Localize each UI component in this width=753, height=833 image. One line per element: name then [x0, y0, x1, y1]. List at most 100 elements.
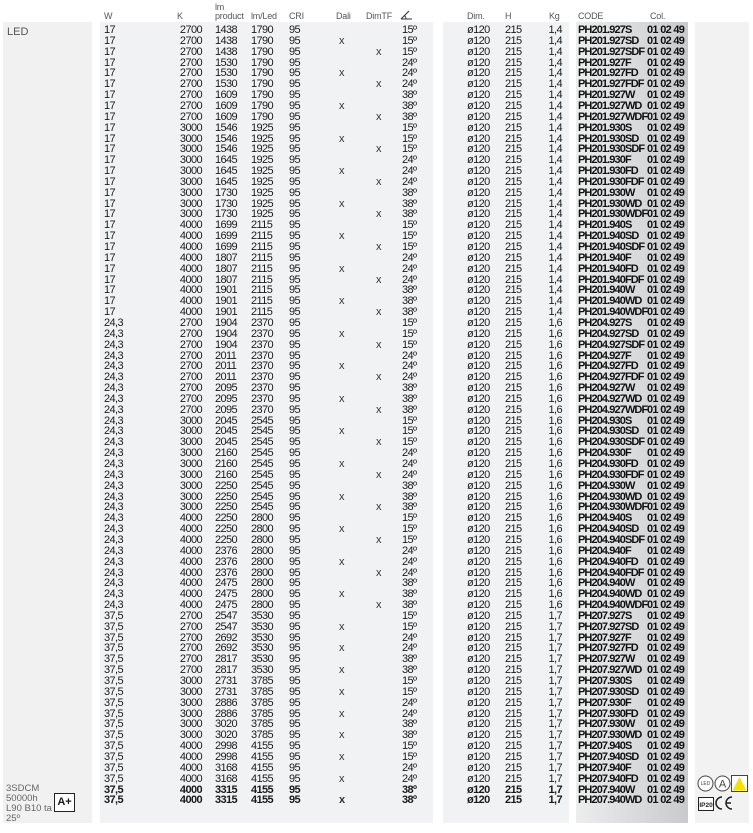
- cell-lumen-product: 1730: [215, 197, 238, 210]
- cell-code: PH207.927SD: [578, 620, 639, 633]
- cell-beam-angle: 24º: [402, 761, 417, 774]
- cell-diameter: ø120: [467, 555, 490, 568]
- cell-lumen-led: 3785: [251, 685, 274, 698]
- cell-cri: 95: [289, 24, 301, 36]
- cell-lumen-led: 2370: [251, 338, 274, 351]
- cell-code: PH207.940S: [578, 740, 632, 753]
- cell-beam-angle: 15º: [402, 685, 417, 698]
- cell-lumen-product: 1807: [215, 273, 238, 286]
- cell-diameter: ø120: [467, 436, 490, 449]
- cell-lumen-product: 1807: [215, 251, 238, 264]
- cell-lumen-led: 2545: [251, 414, 274, 427]
- cell-colors: 01 02 49: [647, 653, 685, 666]
- table-row: 24,3 2700 1904 2370 95 15º ø120 215 1,6 PH204.927…: [0, 316, 753, 329]
- cell-beam-angle: 24º: [402, 447, 417, 460]
- cell-height: 215: [505, 631, 522, 644]
- cell-color-temp: 4000: [179, 555, 203, 568]
- cell-weight: 1,4: [548, 78, 563, 91]
- cell-power: 37,5: [104, 794, 124, 807]
- cell-lumen-led: 1925: [251, 197, 274, 210]
- cell-color-temp: 2700: [179, 45, 203, 58]
- cell-height: 215: [505, 34, 522, 47]
- cell-lumen-led: 3785: [251, 718, 274, 731]
- cell-colors: 01 02 49: [647, 382, 685, 395]
- cell-lumen-product: 2998: [215, 740, 238, 753]
- header-dali: Dali: [336, 11, 351, 21]
- cell-diameter: ø120: [467, 425, 490, 438]
- cell-lumen-product: 2731: [215, 675, 238, 687]
- cell-lumen-led: 2370: [251, 349, 274, 362]
- cell-power: 37,5: [104, 685, 124, 698]
- cell-weight: 1,6: [548, 599, 563, 612]
- cell-cri: 95: [289, 89, 301, 102]
- cell-power: 17: [104, 241, 116, 253]
- cell-diameter: ø120: [467, 197, 490, 210]
- cell-weight: 1,6: [548, 371, 563, 384]
- cell-cri: 95: [289, 110, 301, 123]
- cell-code: PH204.930S: [578, 414, 632, 427]
- cell-color-temp: 4000: [179, 230, 203, 243]
- cell-code: PH204.930W: [578, 479, 635, 492]
- cell-beam-angle: 15º: [402, 327, 417, 340]
- cell-weight: 1,6: [548, 512, 563, 525]
- cell-code: PH204.940SD: [578, 523, 639, 536]
- cell-cri: 95: [289, 175, 301, 188]
- cell-weight: 1,4: [548, 284, 563, 297]
- cell-beam-angle: 24º: [402, 56, 417, 69]
- table-row: 37,5 2700 2547 3530 95 15º ø120 215 1,7 PH207.927…: [0, 609, 753, 622]
- cell-beam-angle: 15º: [402, 425, 417, 438]
- cell-diameter: ø120: [467, 403, 490, 416]
- cell-beam-angle: 24º: [402, 468, 417, 481]
- table-row: 17 4000 1699 2115 95 15º ø120 215 1,4 PH201.940S 0…: [0, 220, 753, 231]
- cell-height: 215: [505, 685, 522, 698]
- cell-diameter: ø120: [467, 110, 490, 123]
- cell-cri: 95: [289, 740, 301, 753]
- cell-color-temp: 2700: [179, 349, 203, 362]
- cell-lumen-product: 2475: [215, 599, 238, 612]
- header-lm-product: product: [215, 11, 244, 21]
- cell-lumen-product: 2376: [215, 544, 238, 557]
- cell-lumen-led: 2800: [251, 566, 274, 579]
- cell-beam-angle: 15º: [402, 230, 417, 243]
- cell-dali: x: [339, 555, 344, 568]
- spec-l90: L90 B10 ta: [6, 803, 52, 814]
- cell-colors: 01 02 49: [647, 609, 685, 622]
- cell-color-temp: 3000: [179, 414, 203, 427]
- cell-cri: 95: [289, 208, 301, 221]
- cell-lumen-led: 2800: [251, 523, 274, 536]
- cell-diameter: ø120: [467, 468, 490, 481]
- cell-code: PH207.927F: [578, 631, 632, 644]
- cell-weight: 1,6: [548, 382, 563, 395]
- cell-colors: 01 02 49: [647, 251, 685, 264]
- spec-lifetime: 50000h: [6, 793, 38, 804]
- cell-beam-angle: 24º: [402, 154, 417, 167]
- cell-lumen-led: 3530: [251, 609, 274, 622]
- cell-power: 24,3: [104, 392, 124, 405]
- cell-diameter: ø120: [467, 740, 490, 753]
- cell-power: 24,3: [104, 425, 124, 438]
- cell-code: PH201.927WD: [578, 99, 642, 112]
- cell-cri: 95: [289, 230, 301, 243]
- table-row: 24,3 3000 2160 2545 95 24º ø120 215 1,6 PH204.930…: [0, 448, 753, 459]
- cell-height: 215: [505, 783, 522, 796]
- cell-height: 215: [505, 316, 522, 329]
- cell-dimtf: x: [376, 533, 381, 546]
- cell-color-temp: 2700: [179, 653, 203, 666]
- cell-beam-angle: 15º: [402, 132, 417, 145]
- cell-weight: 1,4: [548, 165, 563, 178]
- cell-height: 215: [505, 566, 522, 579]
- cell-cri: 95: [289, 544, 301, 557]
- cell-lumen-product: 1546: [215, 132, 238, 145]
- cell-color-temp: 4000: [179, 544, 203, 557]
- cell-power: 37,5: [104, 707, 124, 720]
- cell-power: 24,3: [104, 566, 124, 579]
- cell-weight: 1,7: [548, 631, 563, 644]
- cell-cri: 95: [289, 67, 301, 80]
- ip20-icon: IP20: [698, 797, 714, 816]
- cell-diameter: ø120: [467, 599, 490, 612]
- cell-beam-angle: 24º: [402, 642, 417, 655]
- cell-color-temp: 4000: [179, 523, 203, 536]
- certification-panel: [695, 22, 749, 823]
- cell-diameter: ø120: [467, 208, 490, 221]
- cell-power: 37,5: [104, 653, 124, 666]
